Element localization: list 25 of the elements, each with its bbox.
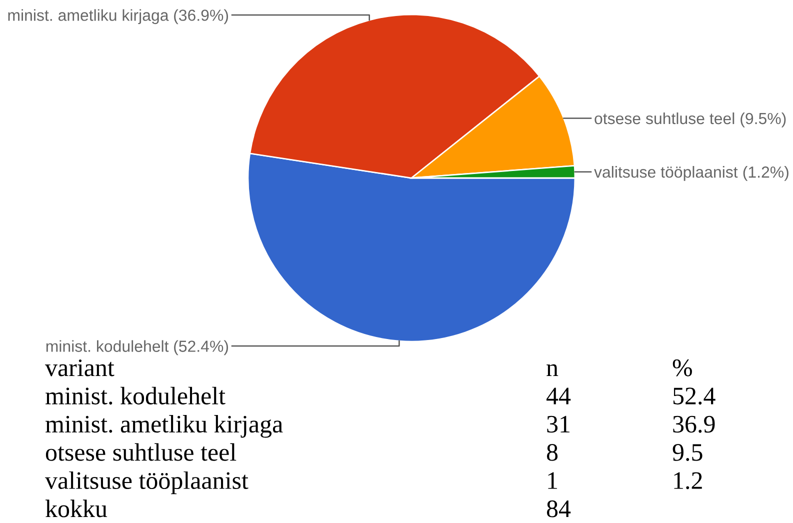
text: 36.9: [673, 416, 715, 433]
text: otsese suhtluse teel: [46, 443, 236, 461]
text: 1.2: [674, 472, 702, 490]
slice-label: minist. kodulehelt: [46, 340, 169, 352]
text: 8: [546, 444, 558, 461]
text: minist. ametliku kirjaga: [46, 415, 283, 438]
data-label: (9.5%): [740, 112, 786, 128]
text: %: [672, 359, 692, 376]
text: 52.4: [673, 388, 716, 405]
slice-label: valitsuse tööplaanist: [594, 166, 738, 181]
text: kokku: [45, 500, 108, 518]
text: minist. kodulehelt: [46, 386, 226, 405]
text: variant: [45, 359, 114, 376]
text: 84: [546, 500, 571, 518]
text: 1: [548, 472, 557, 489]
slice-label: otsese suhtluse teel: [594, 112, 734, 124]
text: 31: [547, 416, 570, 433]
data-label: (36.9%): [174, 9, 228, 24]
text: n: [546, 364, 558, 376]
data-label: (1.2%): [743, 166, 788, 181]
text: valitsuse tööplaanist: [45, 471, 248, 494]
text: 44: [546, 388, 571, 404]
text: 9.5: [672, 444, 702, 461]
data-label: (52.4%): [174, 340, 228, 356]
slice-label: minist. ametliku kirjaga: [8, 9, 169, 24]
